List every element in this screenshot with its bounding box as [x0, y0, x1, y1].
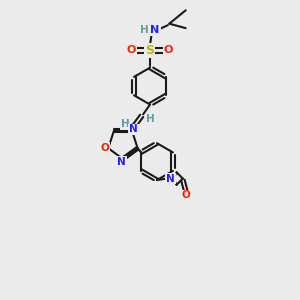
Text: N: N — [150, 25, 160, 34]
Text: N: N — [166, 174, 175, 184]
Text: O: O — [182, 190, 190, 200]
Text: O: O — [127, 45, 136, 56]
Text: H: H — [121, 119, 129, 129]
Text: O: O — [100, 143, 109, 153]
Text: N: N — [117, 157, 126, 167]
Text: H: H — [146, 114, 154, 124]
Text: H: H — [140, 25, 148, 34]
Text: S: S — [146, 44, 154, 57]
Text: O: O — [164, 45, 173, 56]
Text: N: N — [129, 124, 138, 134]
